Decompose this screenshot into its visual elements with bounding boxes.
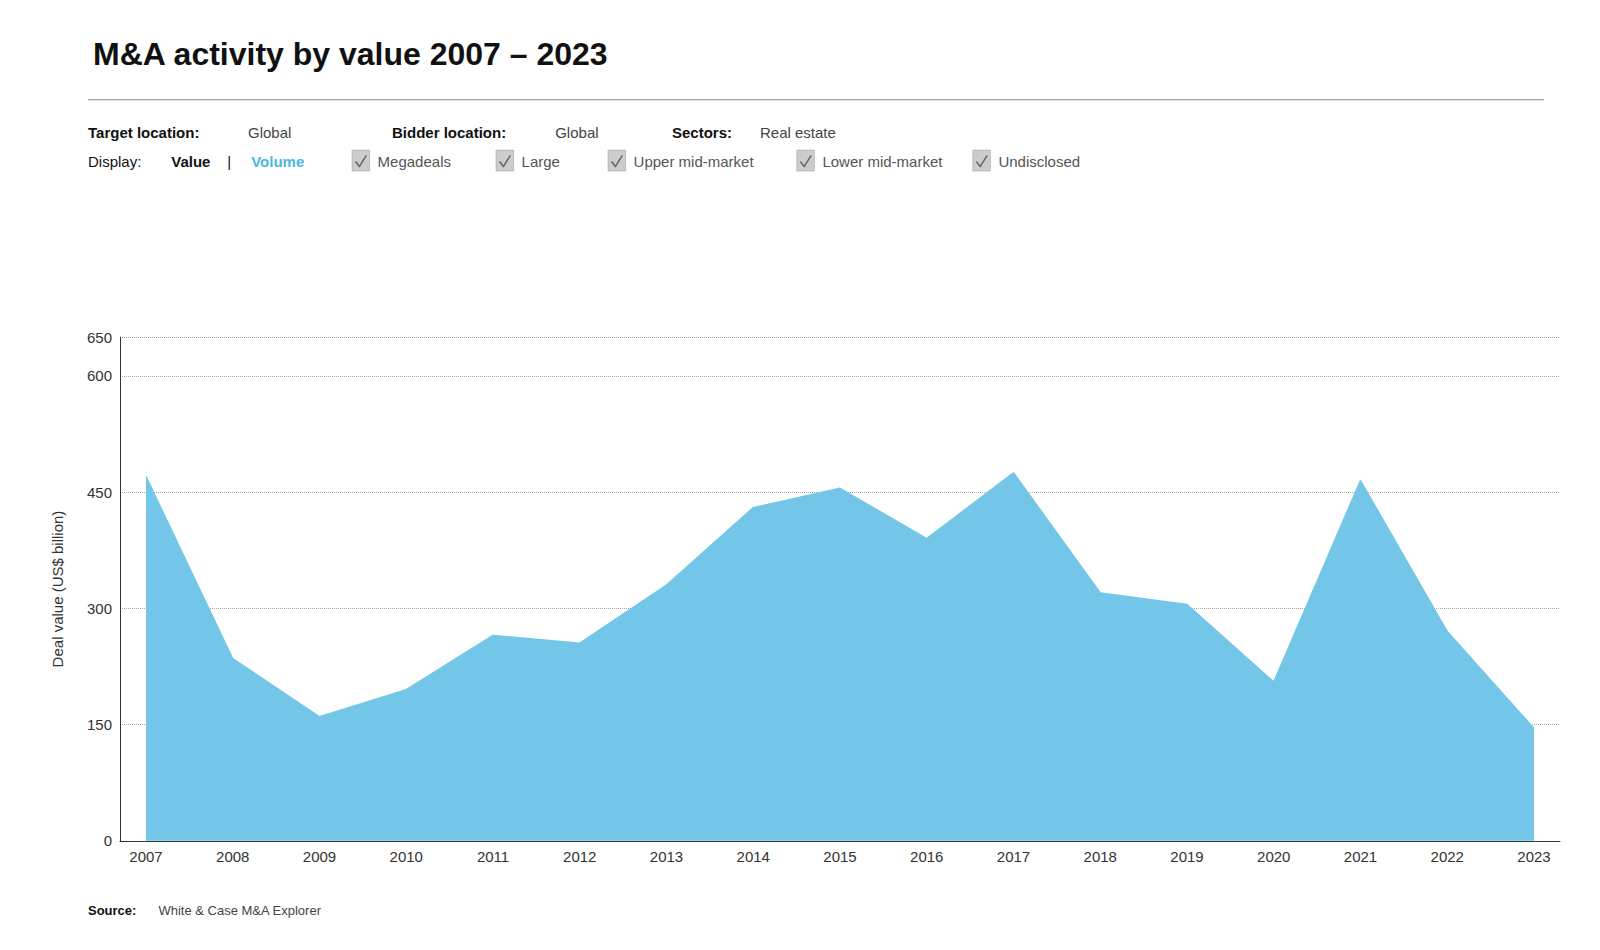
- svg-text:|: |: [227, 153, 231, 170]
- svg-text:600: 600: [87, 367, 112, 384]
- svg-text:M&A activity by value 2007 – 2: M&A activity by value 2007 – 2023: [93, 36, 608, 72]
- svg-text:2021: 2021: [1344, 848, 1377, 865]
- svg-text:Large: Large: [522, 153, 560, 170]
- svg-text:Upper mid-market: Upper mid-market: [634, 153, 755, 170]
- svg-text:Global: Global: [248, 124, 291, 141]
- svg-text:Display:: Display:: [88, 153, 141, 170]
- svg-text:Sectors:: Sectors:: [672, 124, 732, 141]
- svg-text:Global: Global: [555, 124, 598, 141]
- svg-text:Target location:: Target location:: [88, 124, 199, 141]
- svg-text:2008: 2008: [216, 848, 249, 865]
- svg-text:450: 450: [87, 484, 112, 501]
- svg-text:2018: 2018: [1084, 848, 1117, 865]
- svg-text:650: 650: [87, 329, 112, 346]
- svg-text:2020: 2020: [1257, 848, 1290, 865]
- svg-text:300: 300: [87, 600, 112, 617]
- svg-text:2015: 2015: [823, 848, 856, 865]
- svg-text:2023: 2023: [1517, 848, 1550, 865]
- svg-text:Source:: Source:: [88, 903, 136, 918]
- svg-text:2014: 2014: [737, 848, 770, 865]
- svg-text:2017: 2017: [997, 848, 1030, 865]
- svg-text:2012: 2012: [563, 848, 596, 865]
- svg-text:2007: 2007: [129, 848, 162, 865]
- svg-text:Real estate: Real estate: [760, 124, 836, 141]
- svg-text:2009: 2009: [303, 848, 336, 865]
- svg-text:2010: 2010: [390, 848, 423, 865]
- svg-text:2019: 2019: [1170, 848, 1203, 865]
- svg-text:Lower mid-market: Lower mid-market: [822, 153, 943, 170]
- svg-text:Undisclosed: Undisclosed: [998, 153, 1080, 170]
- svg-text:Bidder location:: Bidder location:: [392, 124, 506, 141]
- svg-text:Value: Value: [171, 153, 210, 170]
- svg-text:Megadeals: Megadeals: [378, 153, 451, 170]
- svg-text:Deal value (US$ billion): Deal value (US$ billion): [49, 511, 66, 668]
- svg-text:150: 150: [87, 716, 112, 733]
- svg-text:2011: 2011: [477, 848, 509, 865]
- svg-text:0: 0: [104, 832, 112, 849]
- svg-text:2022: 2022: [1431, 848, 1464, 865]
- svg-text:Volume: Volume: [251, 153, 304, 170]
- svg-text:White & Case M&A Explorer: White & Case M&A Explorer: [158, 903, 321, 918]
- svg-text:2013: 2013: [650, 848, 683, 865]
- svg-text:2016: 2016: [910, 848, 943, 865]
